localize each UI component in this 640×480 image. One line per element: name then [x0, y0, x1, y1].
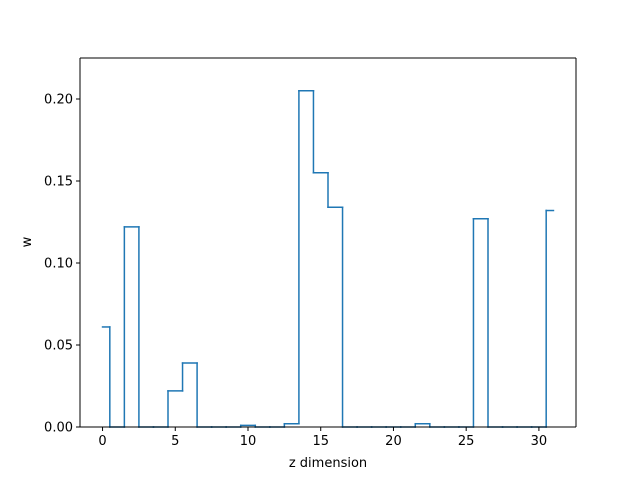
plot-area	[80, 58, 576, 427]
y-axis-ticks: 0.00 0.05 0.10 0.15 0.20	[44, 93, 80, 436]
y-tick-label: 0.00	[44, 421, 73, 436]
x-tick-label: 0	[98, 434, 106, 449]
x-tick-label: 25	[458, 434, 475, 449]
x-axis-ticks: 0 5 10 15 20 25 30	[98, 427, 547, 449]
x-axis-label: z dimension	[289, 456, 367, 471]
y-tick-label: 0.05	[44, 339, 73, 354]
y-tick-label: 0.15	[44, 175, 73, 190]
x-tick-label: 5	[171, 434, 179, 449]
x-tick-label: 10	[240, 434, 257, 449]
y-tick-label: 0.10	[44, 257, 73, 272]
y-tick-label: 0.20	[44, 93, 73, 108]
x-tick-label: 20	[385, 434, 402, 449]
axes-frame	[79, 57, 577, 428]
y-axis-label: w	[20, 236, 35, 247]
x-tick-label: 15	[312, 434, 329, 449]
x-tick-label: 30	[531, 434, 548, 449]
